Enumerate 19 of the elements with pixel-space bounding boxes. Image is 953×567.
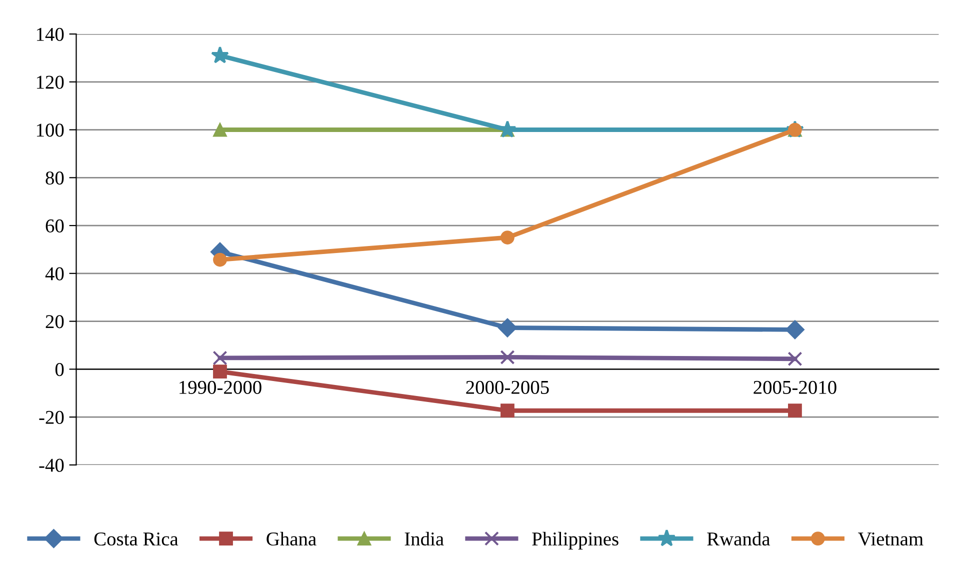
x-tick-label: 2000-2005: [466, 380, 549, 394]
y-tick-label: 80: [46, 171, 64, 185]
legend-label: Costa Rica: [94, 532, 178, 546]
y-tick-label: 120: [36, 76, 64, 89]
y-tick-label: 20: [46, 315, 64, 328]
legend-label: India: [404, 532, 444, 546]
y-tick-label: 140: [36, 28, 64, 41]
x-tick-label: 1990-2000: [180, 380, 262, 394]
y-tick-label: -40: [39, 458, 64, 472]
y-tick-label: -20: [39, 410, 64, 424]
y-tick-label: 60: [46, 219, 64, 232]
y-tick-label: 0: [55, 362, 64, 376]
y-tick-label: 100: [36, 124, 64, 137]
y-tick-label: 40: [45, 267, 64, 280]
legend-label: Philippines: [532, 532, 618, 550]
legend-label: Rwanda: [707, 532, 770, 546]
x-tick-label: 2005-2010: [754, 380, 836, 394]
legend-label: Ghana: [266, 532, 316, 546]
legend-label: Vietnam: [858, 532, 924, 546]
